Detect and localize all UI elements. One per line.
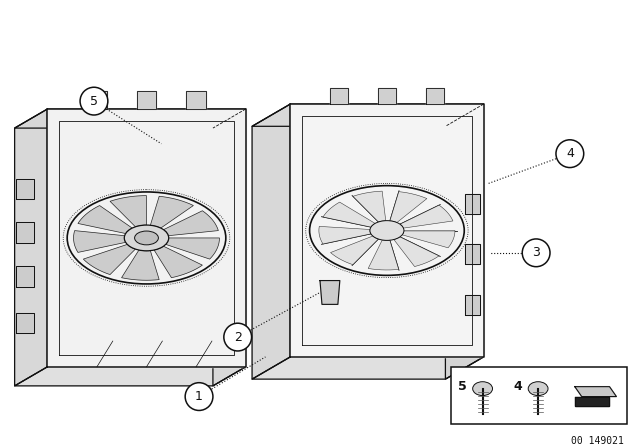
Polygon shape [17, 313, 35, 333]
Polygon shape [150, 196, 193, 228]
Polygon shape [110, 196, 147, 227]
Bar [451, 367, 627, 424]
Polygon shape [330, 88, 348, 104]
Ellipse shape [124, 225, 169, 251]
Circle shape [185, 383, 213, 410]
Polygon shape [17, 222, 35, 243]
Polygon shape [465, 295, 481, 315]
Text: 5: 5 [90, 95, 98, 108]
Polygon shape [402, 231, 455, 248]
Polygon shape [319, 226, 371, 244]
Polygon shape [330, 236, 378, 265]
Polygon shape [291, 104, 484, 357]
Polygon shape [136, 91, 156, 109]
Polygon shape [213, 109, 246, 386]
Text: 1: 1 [195, 390, 203, 403]
Circle shape [556, 140, 584, 168]
Text: 3: 3 [532, 246, 540, 259]
Polygon shape [252, 104, 484, 126]
Ellipse shape [134, 231, 158, 245]
Polygon shape [320, 280, 340, 304]
Circle shape [80, 87, 108, 115]
Polygon shape [445, 104, 484, 379]
Polygon shape [390, 192, 427, 223]
Polygon shape [47, 109, 246, 367]
Polygon shape [378, 88, 396, 104]
Text: 00 149021: 00 149021 [570, 436, 623, 446]
Polygon shape [17, 266, 35, 287]
Polygon shape [154, 246, 202, 278]
Ellipse shape [473, 382, 493, 396]
Polygon shape [323, 202, 375, 227]
Polygon shape [186, 91, 206, 109]
Polygon shape [163, 211, 218, 236]
Text: 2: 2 [234, 331, 242, 344]
Polygon shape [426, 88, 444, 104]
Polygon shape [252, 104, 291, 379]
Polygon shape [575, 387, 616, 396]
Polygon shape [15, 109, 246, 128]
Polygon shape [74, 231, 125, 252]
Polygon shape [78, 206, 132, 233]
Circle shape [224, 323, 252, 351]
Polygon shape [83, 244, 136, 275]
Polygon shape [15, 367, 246, 386]
Polygon shape [394, 237, 439, 267]
Polygon shape [122, 250, 159, 280]
Ellipse shape [528, 382, 548, 396]
Polygon shape [17, 179, 35, 199]
Text: 4: 4 [514, 380, 523, 393]
Circle shape [522, 239, 550, 267]
Text: 4: 4 [566, 147, 574, 160]
Polygon shape [166, 238, 220, 259]
Polygon shape [465, 244, 481, 264]
Polygon shape [465, 194, 481, 214]
Polygon shape [368, 240, 399, 270]
Text: 5: 5 [458, 380, 467, 393]
Polygon shape [252, 357, 484, 379]
Polygon shape [353, 191, 386, 222]
Ellipse shape [370, 220, 404, 241]
Polygon shape [15, 109, 47, 386]
Polygon shape [400, 205, 453, 228]
Polygon shape [575, 396, 609, 406]
Polygon shape [87, 91, 107, 109]
